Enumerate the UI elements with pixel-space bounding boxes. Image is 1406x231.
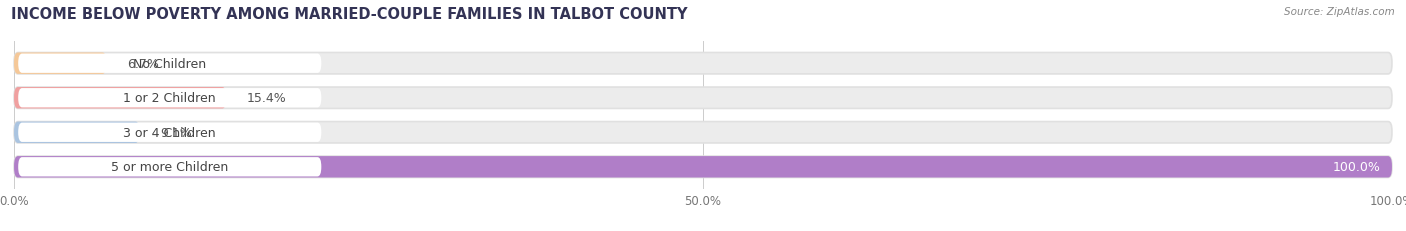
FancyBboxPatch shape [18, 54, 322, 73]
FancyBboxPatch shape [14, 53, 107, 75]
FancyBboxPatch shape [14, 88, 1392, 109]
Text: INCOME BELOW POVERTY AMONG MARRIED-COUPLE FAMILIES IN TALBOT COUNTY: INCOME BELOW POVERTY AMONG MARRIED-COUPL… [11, 7, 688, 22]
Text: 5 or more Children: 5 or more Children [111, 161, 228, 173]
Text: 6.7%: 6.7% [127, 58, 159, 70]
FancyBboxPatch shape [18, 158, 322, 177]
FancyBboxPatch shape [14, 156, 1392, 178]
Text: 3 or 4 Children: 3 or 4 Children [124, 126, 217, 139]
Text: No Children: No Children [134, 58, 207, 70]
Text: 100.0%: 100.0% [1333, 161, 1381, 173]
FancyBboxPatch shape [14, 53, 1392, 75]
FancyBboxPatch shape [18, 89, 322, 108]
Text: 15.4%: 15.4% [247, 92, 287, 105]
Text: Source: ZipAtlas.com: Source: ZipAtlas.com [1284, 7, 1395, 17]
FancyBboxPatch shape [14, 122, 1392, 143]
Text: 9.1%: 9.1% [160, 126, 191, 139]
Text: 1 or 2 Children: 1 or 2 Children [124, 92, 217, 105]
FancyBboxPatch shape [14, 122, 139, 143]
FancyBboxPatch shape [14, 88, 226, 109]
FancyBboxPatch shape [14, 156, 1392, 178]
FancyBboxPatch shape [18, 123, 322, 142]
